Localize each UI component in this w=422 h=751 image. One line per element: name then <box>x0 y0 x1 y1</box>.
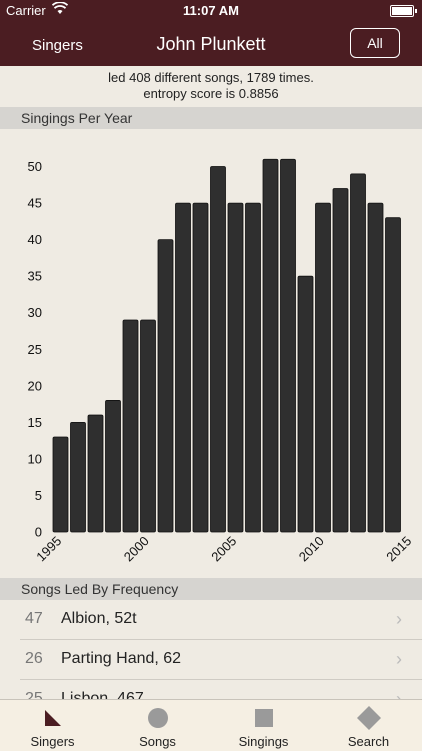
bar-1996 <box>70 421 86 533</box>
y-tick-label: 20 <box>28 378 42 393</box>
tab-songs[interactable]: Songs <box>105 700 210 751</box>
bar-2003 <box>192 202 209 533</box>
bar-2001 <box>157 239 174 533</box>
summary-entropy-line: entropy score is 0.8856 <box>143 86 279 101</box>
bar-1995 <box>52 436 69 533</box>
song-count: 47 <box>25 610 43 627</box>
tab-label: Singings <box>238 734 289 749</box>
row-divider <box>20 679 422 680</box>
y-tick-label: 0 <box>35 525 42 540</box>
x-tick-label: 2005 <box>208 533 239 564</box>
bar-2010 <box>315 202 331 533</box>
all-button[interactable]: All <box>350 28 400 58</box>
y-tick-label: 45 <box>28 196 42 211</box>
page-title: John Plunkett <box>156 34 266 54</box>
tab-singings[interactable]: Singings <box>211 700 316 751</box>
x-tick-label: 2015 <box>383 533 414 564</box>
singer-summary: led 408 different songs, 1789 times. ent… <box>0 70 422 102</box>
y-tick-label: 30 <box>28 305 42 320</box>
bar-1997 <box>87 414 104 533</box>
y-tick-label: 15 <box>28 415 42 430</box>
bar-2014 <box>385 217 401 533</box>
section-title-songs: Songs Led By Frequency <box>21 581 179 597</box>
bar-1999 <box>122 319 139 533</box>
carrier-label: Carrier <box>6 3 46 18</box>
tab-search[interactable]: Search <box>316 700 421 751</box>
bar-2004 <box>210 166 226 533</box>
song-name: Albion, 52t <box>61 610 137 627</box>
tab-label: Singers <box>30 734 75 749</box>
status-bar: Carrier 11:07 AM <box>0 0 422 22</box>
diamond-icon <box>316 706 421 730</box>
y-tick-label: 10 <box>28 451 42 466</box>
bar-2005 <box>227 202 244 533</box>
y-tick-label: 25 <box>28 342 42 357</box>
wifi-icon <box>51 1 69 19</box>
song-name: Parting Hand, 62 <box>61 650 182 667</box>
section-header-songs: Songs Led By Frequency <box>0 578 422 600</box>
tab-singers[interactable]: Singers <box>0 700 105 751</box>
song-row[interactable]: 47 Albion, 52t › <box>0 600 422 640</box>
back-button[interactable]: Singers <box>32 37 83 54</box>
bar-2006 <box>245 202 261 533</box>
section-header-chart: Singings Per Year <box>0 107 422 129</box>
bar-2007 <box>262 158 279 533</box>
status-time: 11:07 AM <box>183 3 239 18</box>
bar-2008 <box>280 158 296 533</box>
battery-icon <box>390 5 417 17</box>
y-tick-label: 35 <box>28 269 42 284</box>
y-tick-label: 50 <box>28 159 42 174</box>
summary-songs-line: led 408 different songs, 1789 times. <box>108 70 314 85</box>
x-tick-label: 2010 <box>296 533 327 564</box>
circle-icon <box>105 707 210 729</box>
nav-bar: Singers John Plunkett All <box>0 22 422 66</box>
tab-label: Search <box>347 734 390 749</box>
bar-2009 <box>297 275 314 533</box>
song-count: 26 <box>25 650 43 667</box>
square-icon <box>211 707 316 729</box>
chevron-right-icon: › <box>396 649 402 669</box>
bar-2011 <box>332 188 349 533</box>
y-tick-label: 40 <box>28 232 42 247</box>
triangle-icon <box>0 707 105 729</box>
song-row[interactable]: 26 Parting Hand, 62 › <box>0 640 422 680</box>
section-title-chart: Singings Per Year <box>21 110 133 126</box>
y-tick-label: 5 <box>35 488 42 503</box>
tab-bar: Singers Songs Singings Search <box>0 699 422 751</box>
tab-label: Songs <box>139 734 176 749</box>
bar-2000 <box>140 319 156 533</box>
bar-2002 <box>175 202 191 533</box>
row-divider <box>20 639 422 640</box>
bar-2012 <box>350 173 366 533</box>
chevron-right-icon: › <box>396 609 402 629</box>
bar-1998 <box>105 400 121 533</box>
bar-2013 <box>367 202 384 533</box>
x-tick-label: 2000 <box>121 533 152 564</box>
